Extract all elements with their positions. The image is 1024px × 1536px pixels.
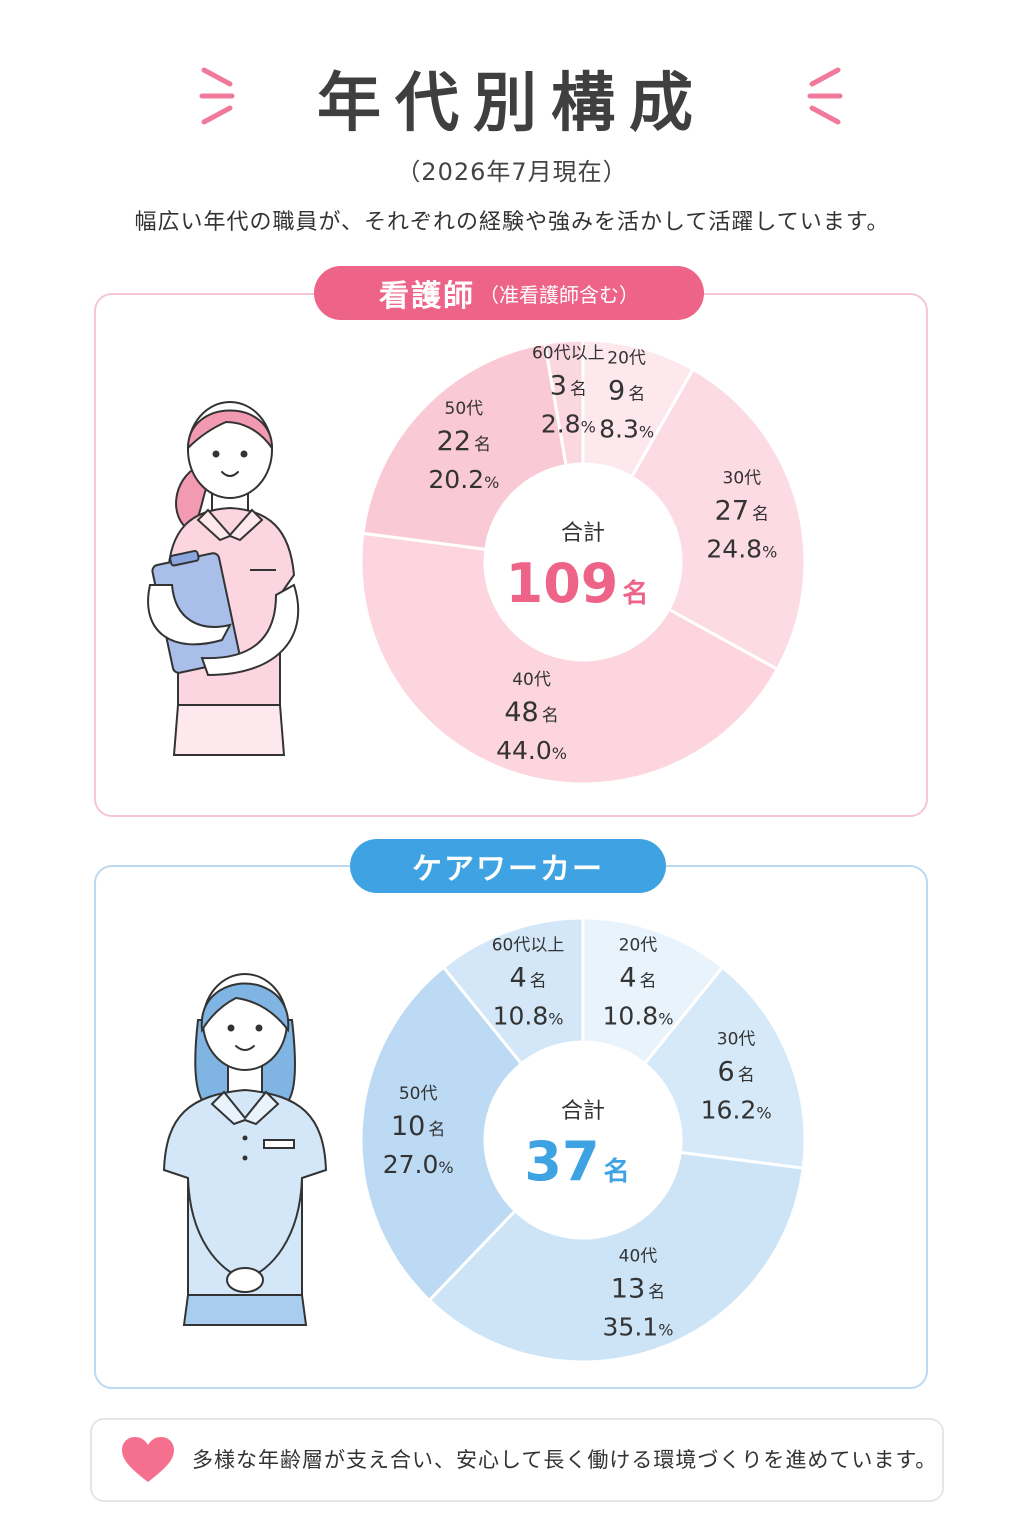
sparkle-right-icon: [807, 67, 843, 125]
nurse-figure-icon: [147, 401, 300, 756]
care-slice-4: [359, 965, 524, 1303]
care-category-label: 20代: [619, 935, 658, 955]
care-category-label: 30代: [717, 1029, 756, 1049]
nurse-slice-5: [543, 338, 585, 468]
note-text: 多様な年齢層が支え合い、安心して長く働ける環境づくりを進めています。: [192, 1448, 938, 1472]
nurse-category-label: 30代: [723, 468, 762, 488]
care-slice-3: [427, 1150, 805, 1364]
note-box: [90, 1418, 944, 1502]
nurse-category-label: 50代: [445, 399, 484, 419]
nurse-section-heading: 看護師 （准看護師含む）: [314, 266, 704, 320]
page-title: 年代別構成: [317, 67, 707, 141]
sparkle-left-icon: [199, 67, 235, 125]
nurse-slice-2: [629, 367, 807, 672]
care-category-label: 40代: [619, 1247, 658, 1267]
nurse-category-label: 40代: [512, 670, 551, 690]
nurse-category-label: 20代: [607, 349, 646, 369]
care-category-label: 60代以上: [492, 935, 565, 955]
nurse-slice-3: [359, 531, 780, 786]
nurse-slice-4: [361, 341, 568, 552]
care-slice-2: [642, 965, 807, 1170]
care-worker-section-heading: ケアワーカー: [350, 839, 666, 893]
nurse-heading-label: 看護師: [379, 279, 475, 314]
care-center-hole: [487, 1044, 679, 1236]
care-slice-5: [441, 916, 585, 1066]
nurse-heading-sublabel: （准看護師含む）: [479, 282, 639, 307]
lead-text: 幅広い年代の職員が、それぞれの経験や強みを活かして活躍しています。: [134, 210, 890, 235]
nurse-percent-label: 24.8%: [706, 534, 777, 563]
care-worker-figure-icon: [162, 973, 328, 1326]
care-total-label: 合計: [561, 1099, 605, 1124]
nurse-total-label: 合計: [561, 521, 605, 546]
care-category-label: 50代: [399, 1084, 438, 1104]
nurse-category-label: 60代以上: [532, 344, 605, 364]
care-worker-heading-label: ケアワーカー: [412, 852, 604, 887]
heart-icon: [122, 1437, 174, 1482]
nurse-center-hole: [487, 466, 679, 658]
page-subtitle: （2026年7月現在）: [396, 158, 628, 186]
